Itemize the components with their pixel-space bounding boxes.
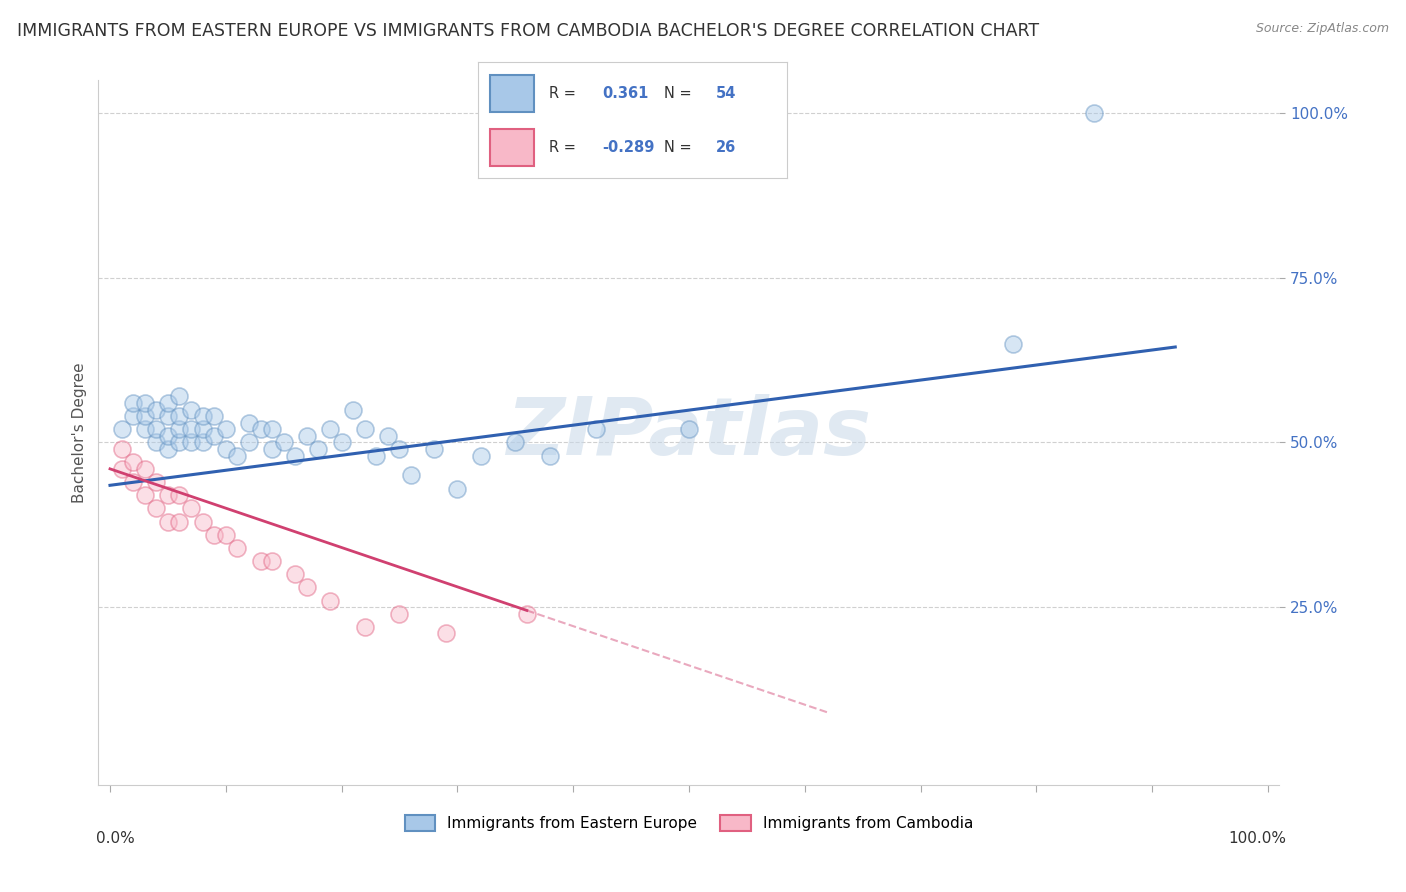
Point bbox=[191, 435, 214, 450]
Point bbox=[238, 435, 260, 450]
Point bbox=[262, 422, 284, 436]
Point bbox=[191, 422, 214, 436]
Point bbox=[423, 442, 446, 456]
Point bbox=[145, 501, 167, 516]
Point bbox=[169, 488, 191, 502]
Point bbox=[353, 620, 375, 634]
Point bbox=[180, 402, 202, 417]
Point bbox=[388, 442, 411, 456]
Point bbox=[249, 554, 271, 568]
Point bbox=[191, 409, 214, 424]
Text: 0.0%: 0.0% bbox=[96, 831, 135, 846]
Point bbox=[169, 422, 191, 436]
Text: N =: N = bbox=[664, 87, 696, 102]
Point bbox=[156, 429, 179, 443]
Point bbox=[342, 402, 364, 417]
Point bbox=[273, 435, 295, 450]
Point bbox=[156, 515, 179, 529]
Point bbox=[156, 409, 179, 424]
Point bbox=[226, 541, 249, 555]
Point bbox=[134, 409, 156, 424]
Point bbox=[284, 449, 307, 463]
Point bbox=[238, 416, 260, 430]
Point bbox=[262, 554, 284, 568]
Point bbox=[122, 455, 145, 469]
Text: 0.361: 0.361 bbox=[602, 87, 648, 102]
Point bbox=[191, 515, 214, 529]
Point bbox=[122, 475, 145, 489]
Point bbox=[202, 527, 225, 541]
Point bbox=[156, 488, 179, 502]
Point bbox=[319, 422, 342, 436]
Text: -0.289: -0.289 bbox=[602, 139, 654, 154]
Point bbox=[215, 422, 238, 436]
Point bbox=[145, 475, 167, 489]
Point bbox=[145, 435, 167, 450]
Point bbox=[1083, 106, 1105, 120]
Point bbox=[110, 462, 132, 476]
Text: 54: 54 bbox=[716, 87, 737, 102]
Point bbox=[434, 626, 457, 640]
Point bbox=[307, 442, 329, 456]
Point bbox=[226, 449, 249, 463]
Point bbox=[1002, 336, 1025, 351]
Point bbox=[538, 449, 561, 463]
Text: ZIPatlas: ZIPatlas bbox=[506, 393, 872, 472]
Point bbox=[134, 396, 156, 410]
Point bbox=[330, 435, 353, 450]
Point bbox=[353, 422, 375, 436]
Point bbox=[169, 515, 191, 529]
Point bbox=[145, 422, 167, 436]
Point bbox=[388, 607, 411, 621]
Point bbox=[262, 442, 284, 456]
Point bbox=[122, 409, 145, 424]
Point bbox=[284, 567, 307, 582]
Point bbox=[110, 422, 132, 436]
Text: R =: R = bbox=[550, 139, 581, 154]
Point bbox=[377, 429, 399, 443]
Text: 26: 26 bbox=[716, 139, 737, 154]
Point bbox=[470, 449, 492, 463]
Point bbox=[202, 409, 225, 424]
Point bbox=[366, 449, 388, 463]
Point bbox=[215, 527, 238, 541]
Point bbox=[145, 402, 167, 417]
Point bbox=[134, 422, 156, 436]
Point bbox=[215, 442, 238, 456]
Text: Source: ZipAtlas.com: Source: ZipAtlas.com bbox=[1256, 22, 1389, 36]
Point bbox=[295, 581, 318, 595]
Point bbox=[156, 396, 179, 410]
Point bbox=[678, 422, 700, 436]
Point bbox=[122, 396, 145, 410]
Point bbox=[399, 468, 422, 483]
Point bbox=[110, 442, 132, 456]
Legend: Immigrants from Eastern Europe, Immigrants from Cambodia: Immigrants from Eastern Europe, Immigran… bbox=[398, 809, 980, 838]
Point bbox=[156, 442, 179, 456]
Point bbox=[516, 607, 538, 621]
Point bbox=[134, 462, 156, 476]
Point bbox=[319, 593, 342, 607]
Point bbox=[202, 429, 225, 443]
Point bbox=[180, 422, 202, 436]
Point bbox=[503, 435, 526, 450]
Point bbox=[169, 389, 191, 403]
Y-axis label: Bachelor's Degree: Bachelor's Degree bbox=[72, 362, 87, 503]
FancyBboxPatch shape bbox=[491, 75, 534, 112]
Text: R =: R = bbox=[550, 87, 581, 102]
FancyBboxPatch shape bbox=[491, 128, 534, 166]
Point bbox=[169, 409, 191, 424]
Point bbox=[249, 422, 271, 436]
Point bbox=[169, 435, 191, 450]
Point bbox=[180, 435, 202, 450]
Point bbox=[585, 422, 607, 436]
Point bbox=[446, 482, 468, 496]
Text: 100.0%: 100.0% bbox=[1229, 831, 1286, 846]
Point bbox=[134, 488, 156, 502]
Text: N =: N = bbox=[664, 139, 696, 154]
Point bbox=[180, 501, 202, 516]
Point bbox=[295, 429, 318, 443]
Text: IMMIGRANTS FROM EASTERN EUROPE VS IMMIGRANTS FROM CAMBODIA BACHELOR'S DEGREE COR: IMMIGRANTS FROM EASTERN EUROPE VS IMMIGR… bbox=[17, 22, 1039, 40]
